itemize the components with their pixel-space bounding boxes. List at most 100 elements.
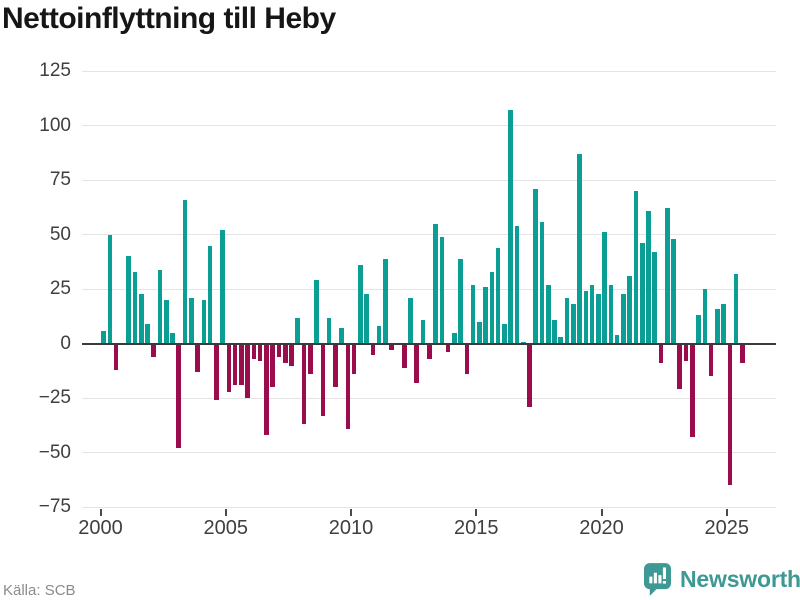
bar-2002-q4 — [170, 332, 175, 344]
x-axis-tick — [99, 509, 102, 517]
bar-2006-q3 — [264, 343, 269, 436]
bar-2023-q1 — [677, 343, 683, 390]
x-axis-label: 2015 — [454, 517, 499, 540]
bar-2018-q3 — [564, 297, 570, 344]
bar-2014-q4 — [470, 284, 476, 344]
x-axis-label: 2005 — [203, 517, 249, 540]
bar-2025-q3 — [740, 343, 745, 364]
bar-2009-q1 — [326, 317, 332, 344]
bar-2006-q2 — [257, 343, 263, 362]
bar-2000-q2 — [107, 234, 113, 344]
zero-axis-line — [82, 342, 776, 345]
bar-2008-q2 — [307, 343, 313, 375]
bar-2007-q2 — [282, 343, 288, 364]
bar-2006-q4 — [270, 343, 275, 388]
bar-2001-q2 — [132, 271, 138, 344]
source-label: Källa: SCB — [3, 582, 76, 599]
bar-2000-q3 — [113, 343, 119, 370]
gridline — [82, 234, 776, 236]
bar-2024-q2 — [708, 343, 714, 377]
bar-2009-q4 — [345, 343, 351, 429]
bar-2005-q4 — [245, 343, 250, 399]
bar-2018-q4 — [571, 304, 576, 344]
bar-2017-q4 — [545, 284, 551, 344]
gridline — [82, 288, 776, 290]
bar-2005-q1 — [226, 343, 232, 392]
bar-2020-q3 — [614, 334, 620, 344]
gridline — [82, 452, 776, 454]
bar-2010-q4 — [370, 343, 376, 355]
bar-2011-q1 — [376, 326, 382, 344]
bar-2017-q3 — [539, 221, 545, 344]
x-axis-tick — [600, 509, 603, 517]
y-axis-label: 125 — [39, 60, 71, 81]
bar-2013-q1 — [426, 343, 432, 359]
bar-2016-q2 — [508, 110, 513, 344]
bar-2000-q1 — [101, 330, 106, 344]
bar-2002-q3 — [163, 300, 169, 344]
bar-2006-q1 — [251, 343, 257, 359]
bar-2012-q4 — [420, 319, 426, 344]
y-axis-label: −25 — [38, 387, 71, 409]
y-axis-label: 100 — [39, 114, 71, 136]
bar-2004-q3 — [214, 343, 219, 401]
bar-2025-q2 — [733, 273, 739, 344]
bar-2010-q1 — [351, 343, 357, 375]
bar-2010-q3 — [364, 293, 369, 344]
bar-2019-q4 — [596, 293, 601, 344]
x-axis-label: 2025 — [704, 517, 750, 540]
bar-2014-q2 — [458, 258, 463, 344]
bar-2001-q3 — [138, 293, 144, 344]
gridline — [82, 179, 776, 181]
bar-2002-q2 — [157, 269, 163, 344]
bar-2016-q1 — [502, 324, 507, 344]
bar-2003-q4 — [195, 343, 200, 373]
bar-2025-q1 — [727, 343, 733, 486]
bar-2023-q4 — [696, 315, 701, 344]
bar-2014-q3 — [464, 343, 470, 375]
bar-2020-q2 — [608, 284, 614, 344]
bar-2005-q3 — [239, 343, 244, 386]
bar-2022-q2 — [658, 343, 664, 364]
x-axis-tick — [350, 509, 352, 517]
bar-2021-q1 — [627, 276, 632, 344]
bar-2007-q4 — [295, 317, 301, 344]
bar-2018-q2 — [558, 337, 564, 344]
newsworthy-logo: Newsworthy — [644, 563, 800, 596]
bar-2024-q4 — [721, 304, 726, 344]
bar-2015-q2 — [483, 286, 488, 344]
bar-2007-q1 — [276, 343, 282, 357]
x-axis-tick — [224, 509, 227, 517]
bar-2013-q4 — [445, 343, 451, 353]
bar-2011-q2 — [383, 258, 388, 344]
x-axis-label: 2000 — [78, 517, 123, 540]
bar-2021-q4 — [646, 210, 651, 344]
newsworthy-icon — [644, 563, 671, 596]
bar-2002-q1 — [151, 343, 157, 357]
bar-2020-q1 — [602, 232, 607, 344]
bar-2009-q2 — [333, 343, 338, 388]
bar-2015-q3 — [489, 271, 495, 344]
bar-2024-q3 — [715, 308, 720, 344]
y-axis-label: 25 — [49, 278, 71, 300]
gridline — [82, 506, 776, 508]
bar-2016-q4 — [520, 341, 526, 344]
bar-2013-q2 — [433, 223, 438, 344]
bar-2017-q2 — [533, 188, 539, 344]
gridline — [82, 397, 776, 399]
bar-2005-q2 — [232, 343, 238, 386]
x-axis-label: 2010 — [328, 517, 374, 540]
bar-2007-q3 — [289, 343, 294, 366]
bar-2017-q1 — [527, 343, 532, 407]
bar-2019-q1 — [577, 153, 582, 344]
bar-2015-q1 — [477, 321, 482, 344]
bar-2001-q1 — [126, 256, 131, 344]
y-axis-label: 0 — [60, 332, 71, 354]
brand-name: Newsworthy — [680, 566, 800, 592]
bar-2012-q3 — [414, 343, 420, 383]
bar-2004-q1 — [201, 300, 207, 344]
bar-2003-q2 — [182, 199, 188, 344]
bar-2010-q2 — [358, 265, 363, 344]
y-axis-label: 50 — [49, 223, 71, 245]
